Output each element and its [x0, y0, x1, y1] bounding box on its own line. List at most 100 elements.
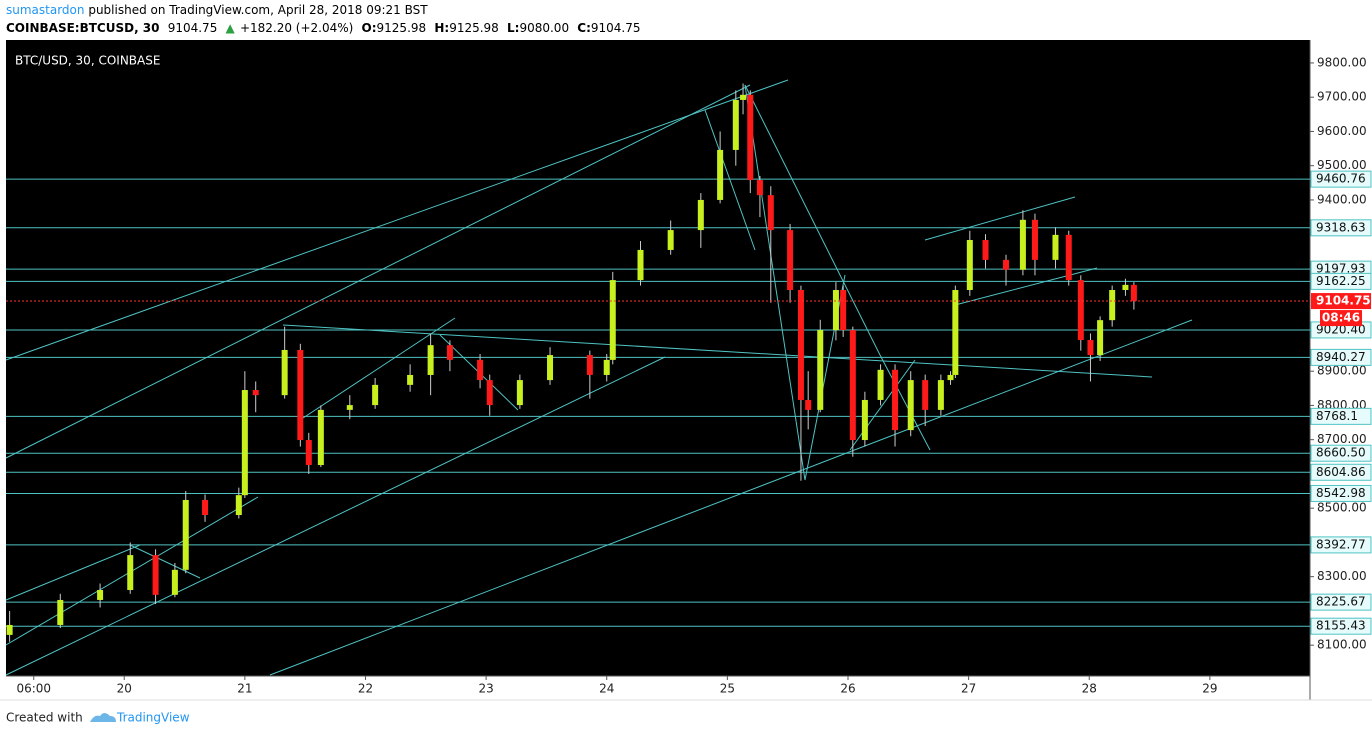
candle-body: [787, 230, 794, 291]
author[interactable]: sumastardon: [6, 3, 85, 17]
y-tick-label: 8300.00: [1317, 569, 1367, 583]
candle-body: [317, 409, 324, 466]
candle-body: [486, 380, 493, 406]
logo: [90, 713, 116, 722]
candle-body: [305, 440, 312, 466]
candle-body: [171, 569, 178, 595]
x-tick-label: 21: [237, 682, 252, 696]
level-label-box: [1310, 272, 1372, 290]
y-tick-label: 9500.00: [1317, 158, 1367, 172]
level-label: 8768.1: [1316, 409, 1358, 423]
level-label-box: [1310, 407, 1372, 425]
trend-line: [924, 196, 1076, 241]
candle-body: [1065, 234, 1072, 281]
last-price-box: [1311, 293, 1371, 310]
symbol: COINBASE:BTCUSD, 30: [6, 21, 160, 35]
candle-body: [603, 359, 610, 375]
level-label: 9162.25: [1316, 274, 1366, 288]
candle-body: [1031, 219, 1038, 260]
symbol-line: COINBASE:BTCUSD, 30 9104.75 ▲ +182.20 (+…: [6, 21, 645, 35]
candle-body: [832, 290, 839, 331]
candle-body: [1122, 284, 1129, 291]
candle-body: [547, 355, 554, 381]
candle-body: [281, 349, 288, 396]
o-label: O:: [361, 21, 377, 35]
x-tick-label: 23: [478, 682, 493, 696]
x-tick-label: 24: [599, 682, 614, 696]
candle-body: [346, 405, 353, 410]
candle-body: [586, 355, 593, 375]
c: 9104.75: [590, 21, 641, 35]
trend-line: [282, 324, 1153, 378]
y-tick-label: 9400.00: [1317, 192, 1367, 206]
trend-line: [849, 359, 916, 451]
candle-body: [1087, 340, 1094, 356]
level-label-box: [1310, 593, 1372, 611]
trend-line: [299, 317, 456, 421]
x-tick-label: 27: [961, 682, 976, 696]
levels: [6, 178, 1310, 627]
candle-body: [732, 99, 739, 150]
x-tick-label: 26: [840, 682, 855, 696]
footer-brand[interactable]: TradingView: [116, 711, 190, 725]
x-tick-label: 06:00: [16, 682, 51, 696]
candle-body: [477, 359, 484, 381]
candle-body: [1003, 259, 1010, 270]
candle-body: [1109, 290, 1116, 321]
c-label: C:: [577, 21, 591, 35]
change: +182.20 (+2.04%): [239, 21, 354, 35]
candle-body: [637, 249, 644, 281]
candle-body: [805, 399, 812, 410]
level-label-box: [1310, 219, 1372, 237]
level-label: 8542.98: [1316, 486, 1366, 500]
candle-body: [446, 345, 453, 360]
trend-line: [744, 84, 881, 356]
chart-title: BTC/USD, 30, COINBASE: [15, 54, 160, 68]
level-label: 8392.77: [1316, 537, 1366, 551]
x-tick-label: 28: [1082, 682, 1097, 696]
trend-line: [744, 84, 806, 481]
trend-line: [269, 319, 1193, 676]
candle-body: [717, 149, 724, 200]
candle-body: [840, 290, 847, 331]
candle-body: [952, 290, 959, 375]
y-tick-label: 9800.00: [1317, 55, 1367, 69]
candle-body: [297, 349, 304, 441]
candle-body: [57, 599, 64, 625]
level-label-box: [1310, 170, 1372, 188]
x-tick-label: 25: [720, 682, 735, 696]
candle-body: [516, 380, 523, 406]
level-label-box: [1310, 484, 1372, 502]
trend-line: [879, 354, 931, 451]
trend-line: [954, 267, 1098, 306]
candle-body: [877, 369, 884, 400]
y-tick-label: 9600.00: [1317, 124, 1367, 138]
candle-body: [767, 195, 774, 231]
candle-body: [372, 384, 379, 406]
trend-line: [129, 544, 201, 579]
candle-body: [740, 94, 747, 100]
candle-body: [609, 280, 616, 360]
candle-body: [427, 345, 434, 375]
level-label: 8604.86: [1316, 465, 1366, 479]
candle-body: [235, 495, 242, 516]
candle-body: [861, 399, 868, 441]
level-label: 8940.27: [1316, 350, 1366, 364]
trend-line: [5, 356, 666, 676]
candle-body: [922, 380, 929, 410]
level-label-box: [1310, 444, 1372, 462]
y-tick-label: 8500.00: [1317, 501, 1367, 515]
trend-line: [5, 84, 751, 459]
level-label: 9318.63: [1316, 220, 1366, 234]
arrow: ▲: [225, 21, 235, 35]
footer-created: Created with: [6, 711, 83, 725]
candle-body: [182, 499, 189, 570]
y-tick-label: 9700.00: [1317, 90, 1367, 104]
candle-body: [756, 180, 763, 196]
level-label: 9197.93: [1316, 262, 1366, 276]
x-tick-label: 20: [117, 682, 132, 696]
candle-body: [982, 240, 989, 260]
footer[interactable]: Created with TradingView: [6, 711, 190, 725]
candle-body: [697, 199, 704, 231]
